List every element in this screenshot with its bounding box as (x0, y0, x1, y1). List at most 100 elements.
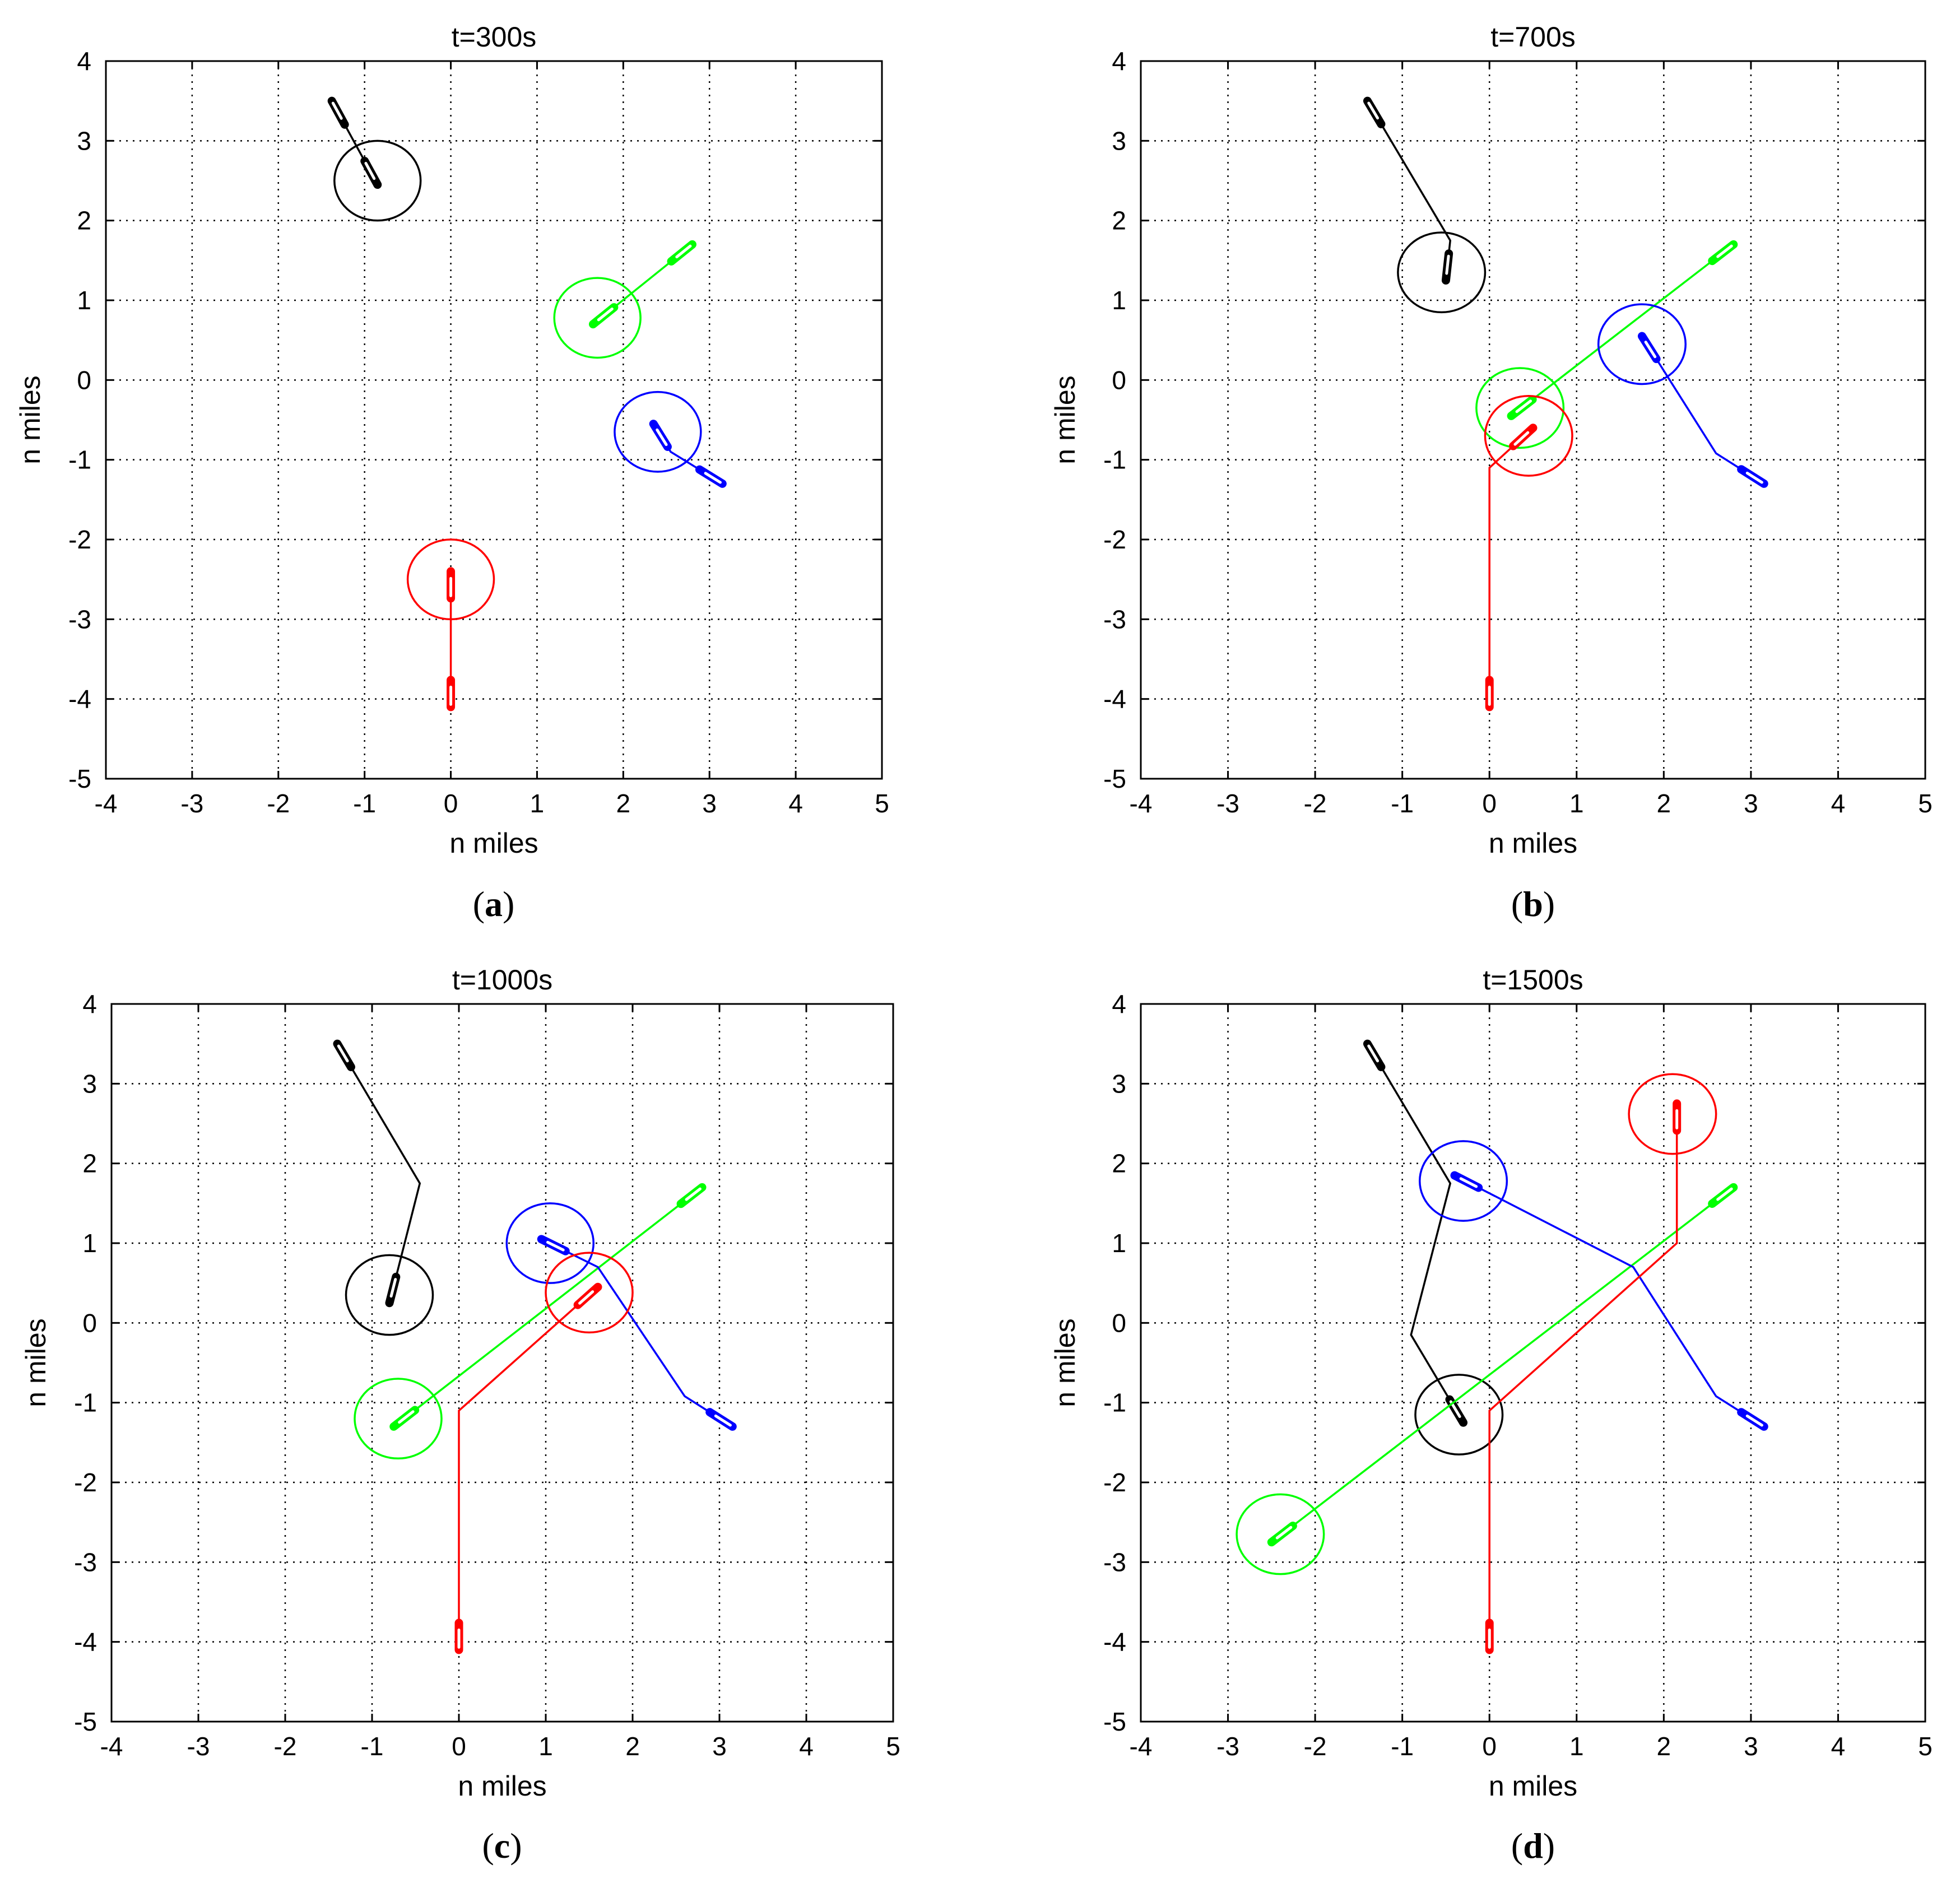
trajectory-line (1454, 1174, 1765, 1427)
start-ship-marker (1737, 1408, 1768, 1431)
y-tick-label: 1 (82, 1229, 97, 1258)
current-ship-marker (588, 303, 619, 329)
axes-box (105, 60, 883, 780)
y-tick-label: -5 (74, 1707, 97, 1736)
x-axis-label: n miles (1489, 827, 1577, 859)
axes-box (110, 1003, 894, 1723)
x-tick-label: 5 (886, 1732, 900, 1761)
x-tick-label: 0 (444, 789, 458, 818)
x-tick-label: -3 (1216, 1732, 1239, 1761)
trajectory-line (1488, 1103, 1678, 1650)
x-tick-label: 5 (1918, 789, 1933, 818)
trajectory-line (1488, 427, 1534, 707)
x-tick-label: 1 (1569, 1732, 1584, 1761)
current-ship-marker (1509, 424, 1538, 450)
x-tick-label: 4 (788, 789, 803, 818)
chart-title: t=300s (452, 21, 537, 53)
y-tick-label: -4 (1103, 685, 1126, 714)
safety-circle (1397, 231, 1487, 314)
axes-box (1140, 60, 1926, 780)
start-ship-marker (695, 465, 727, 488)
safety-circle (553, 277, 642, 359)
trajectory-line (1511, 243, 1734, 417)
x-tick-label: 3 (1744, 1732, 1758, 1761)
x-tick-label: 2 (1657, 789, 1671, 818)
x-tick-label: -4 (1130, 1732, 1153, 1761)
x-tick-label: -3 (187, 1732, 210, 1761)
safety-circle (1236, 1493, 1325, 1575)
x-tick-label: 3 (702, 789, 717, 818)
series-green (1475, 240, 1738, 449)
y-tick-label: -3 (1103, 604, 1126, 634)
x-tick-label: -2 (1304, 789, 1327, 818)
safety-circle (505, 1202, 594, 1284)
y-tick-label: -1 (1103, 445, 1126, 475)
x-tick-label: 4 (1831, 1732, 1846, 1761)
y-tick-label: -1 (74, 1388, 97, 1417)
y-tick-label: -5 (1103, 764, 1126, 793)
start-ship-marker (1363, 1039, 1386, 1071)
y-tick-label: 1 (1112, 1229, 1126, 1258)
y-axis-label: n miles (1049, 375, 1081, 464)
current-ship-marker (1267, 1522, 1297, 1547)
series-green (1236, 1183, 1738, 1575)
y-tick-label: 2 (1112, 206, 1126, 235)
panel-letter: b (1523, 884, 1543, 924)
x-tick-label: -2 (274, 1732, 297, 1761)
trajectory-line (541, 1238, 733, 1427)
current-ship-marker (360, 156, 382, 189)
x-tick-label: 2 (625, 1732, 640, 1761)
current-ship-marker (537, 1235, 570, 1255)
chart-title: t=700s (1490, 21, 1576, 53)
series-red (454, 1252, 634, 1654)
x-axis-label: n miles (449, 827, 538, 859)
safety-circle (614, 390, 702, 473)
panel-label: (a) (473, 884, 515, 924)
y-tick-label: 3 (82, 1069, 97, 1098)
start-ship-marker (1363, 96, 1386, 128)
x-tick-label: 3 (1744, 789, 1758, 818)
start-ship-marker (1737, 465, 1768, 488)
current-ship-marker (1507, 395, 1537, 420)
series-red (1484, 395, 1573, 712)
y-axis-label: n miles (15, 375, 46, 464)
y-tick-label: -3 (68, 604, 91, 634)
current-ship-marker (1450, 1171, 1483, 1192)
x-tick-label: 1 (1569, 789, 1584, 818)
x-tick-label: 0 (1482, 1732, 1497, 1761)
y-tick-label: 0 (82, 1308, 97, 1337)
safety-circle (1414, 1374, 1504, 1455)
start-ship-marker (1708, 240, 1738, 266)
x-tick-label: 3 (712, 1732, 727, 1761)
panel-label: (b) (1511, 884, 1555, 924)
series-black (1363, 1039, 1504, 1455)
series-black (333, 1039, 434, 1336)
panel-letter: d (1523, 1826, 1543, 1866)
axes-box (1140, 1003, 1926, 1723)
x-tick-label: -1 (361, 1732, 384, 1761)
series-red (1485, 1073, 1717, 1654)
safety-circle (1484, 395, 1573, 477)
y-tick-label: 3 (1112, 1069, 1126, 1098)
start-ship-marker (676, 1183, 707, 1208)
x-tick-label: 2 (1657, 1732, 1671, 1761)
y-tick-label: 3 (1112, 126, 1126, 155)
y-tick-label: -4 (74, 1627, 97, 1657)
series-red (406, 538, 495, 712)
y-tick-label: 1 (1112, 286, 1126, 315)
x-tick-label: -4 (95, 789, 118, 818)
series-blue (505, 1202, 737, 1431)
x-tick-label: 1 (530, 789, 545, 818)
y-tick-label: 4 (1112, 989, 1126, 1019)
panel-letter: c (494, 1826, 510, 1866)
current-ship-marker (1673, 1099, 1682, 1135)
y-tick-label: -1 (68, 445, 91, 475)
x-tick-label: -3 (180, 789, 203, 818)
y-tick-label: -4 (1103, 1627, 1126, 1657)
y-tick-label: -3 (1103, 1547, 1126, 1577)
y-tick-label: 0 (77, 365, 91, 394)
y-tick-label: -4 (68, 685, 91, 714)
x-tick-label: -4 (1130, 789, 1153, 818)
